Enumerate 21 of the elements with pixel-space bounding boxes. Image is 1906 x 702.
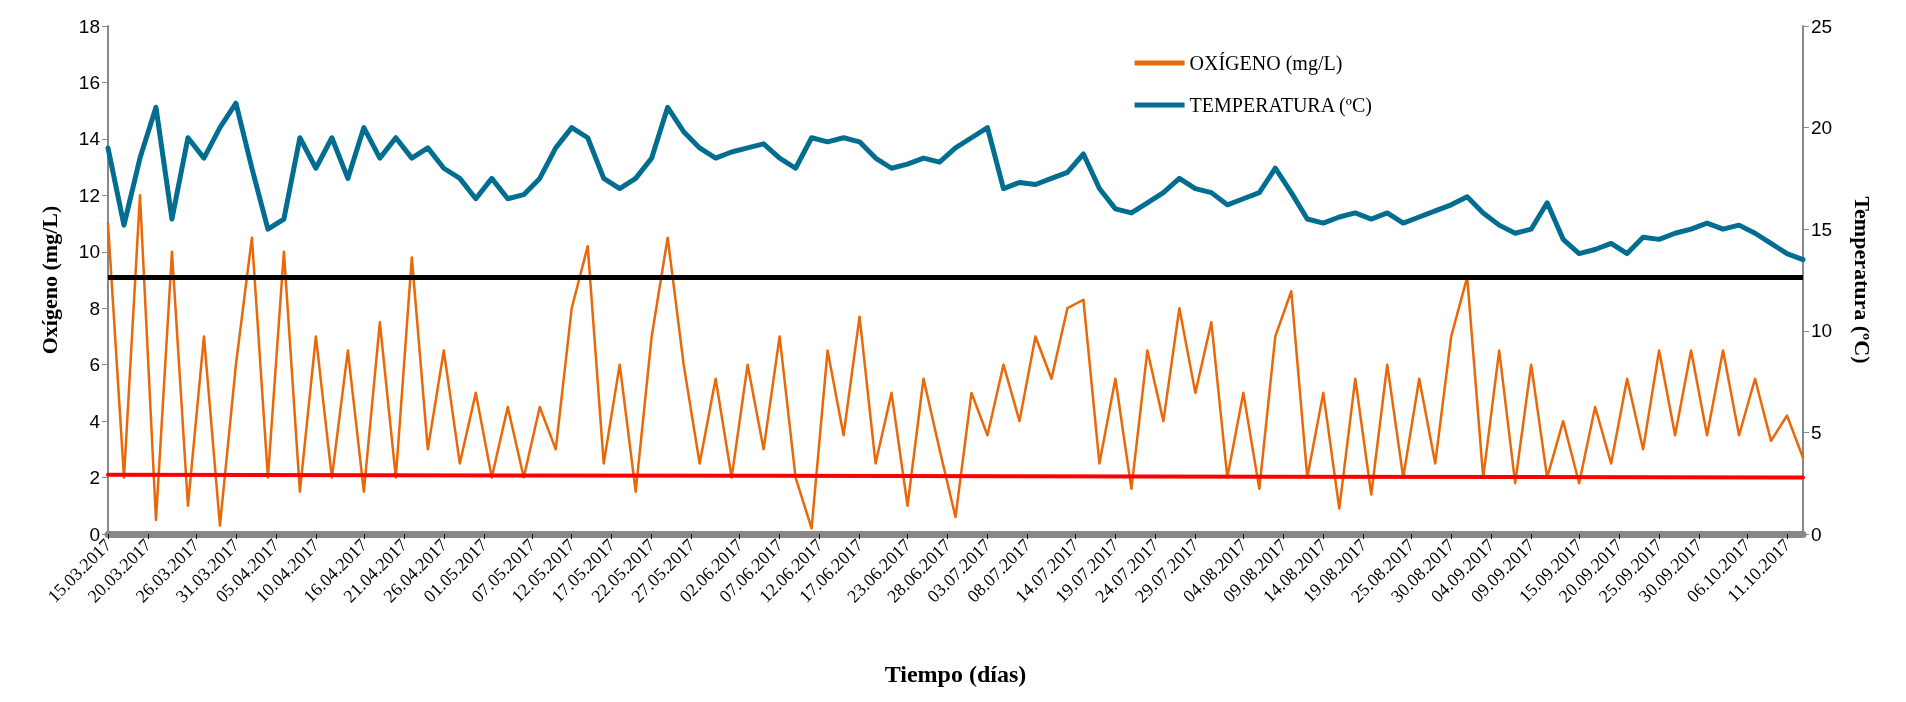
y-tick-label: 18 [78,15,100,37]
y2-tick-label: 15 [1811,218,1833,240]
y-tick-label: 2 [89,467,100,489]
y2-axis-title: Temperatura (ºC) [1849,196,1875,364]
y-tick-label: 4 [89,410,101,432]
y-tick-label: 6 [89,354,100,376]
y-tick-label: 8 [89,297,100,319]
line-series [106,194,1805,530]
y2-tick-label: 25 [1811,15,1833,37]
y2-tick-label: 20 [1811,117,1833,139]
y-tick-label: 16 [78,71,100,93]
legend-label: TEMPERATURA (ºC) [1189,94,1372,117]
y-tick-label: 10 [78,241,100,263]
y-tick-label: 12 [78,184,100,206]
y-tick-label: 14 [78,128,101,150]
y-axis-title: Oxígeno (mg/L) [36,205,62,355]
legend-label: OXÍGENO (mg/L) [1189,52,1343,75]
y2-tick-label: 0 [1811,523,1822,545]
y2-tick-label: 5 [1811,421,1822,443]
y2-tick-label: 10 [1811,320,1833,342]
x-axis-title: Tiempo (días) [884,661,1027,687]
